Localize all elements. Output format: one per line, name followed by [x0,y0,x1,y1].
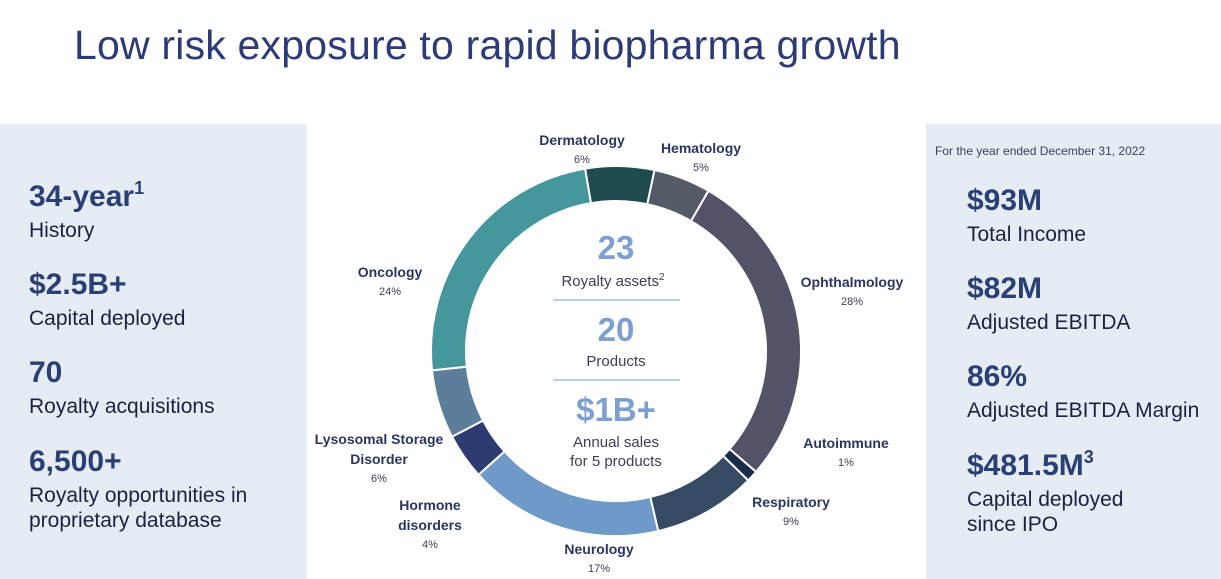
slice-percent-label: 6% [371,473,387,485]
slice-label: Hormone [399,497,461,513]
slice-label: Autoimmune [803,435,889,451]
right-stat-caption-line: Capital deployed [967,488,1124,511]
slice-label: Hematology [661,140,741,156]
center-metrics: 23 Royalty assets2 20 Products $1B+ Annu… [553,229,680,470]
slice-label: disorders [398,517,462,533]
period-note: For the year ended December 31, 2022 [935,144,1146,158]
slice-label: Oncology [358,264,423,280]
slice-ophthalmology [689,189,802,474]
center-metric-3-label-line-1: Annual sales [573,434,659,451]
slice-respiratory [649,454,750,533]
left-stats-panel [0,124,307,579]
left-stat-caption-line: Capital deployed [29,307,186,330]
footnote-marker: 3 [1083,447,1094,467]
slice-percent-label: 28% [841,296,863,308]
right-stat-caption: Adjusted EBITDA [967,310,1130,335]
right-stat-caption-line: since IPO [967,513,1059,536]
slice-label: Neurology [564,541,633,557]
left-stat-caption: Royalty acquisitions [29,394,215,419]
left-stat-caption: History [29,218,94,243]
right-stat-caption: Capital deployed since IPO [967,487,1123,537]
left-stat-value: 70 [29,356,63,389]
slice-percent-label: 5% [693,162,709,174]
center-metric-3-label-line-2: for 5 products [570,453,662,470]
right-stat-caption: Adjusted EBITDA Margin [967,398,1199,423]
slice-percent-label: 1% [838,457,854,469]
left-stat-caption: Capital deployed [29,306,185,331]
right-stat-value: $481.5M3 [967,447,1094,482]
center-metric-1-label-text: Royalty assets [561,273,659,290]
center-metric-1-label: Royalty assets2 [561,272,665,290]
left-stat-value: $2.5B+ [29,268,127,301]
slice-label: Dermatology [539,132,625,148]
right-stat-caption: Total Income [967,222,1086,247]
footnote-marker: 1 [134,178,145,198]
slice-label: Disorder [350,451,408,467]
left-stat-value: 6,500+ [29,445,122,478]
right-stats-panel [926,124,1221,579]
right-stat-value: $93M [967,184,1043,217]
right-stat-value: 86% [967,360,1028,393]
slice-dermatology [583,165,656,206]
center-metric-2-label: Products [586,353,645,370]
left-stat-caption: Royalty opportunities in proprietary data… [29,483,247,533]
slice-percent-label: 9% [783,516,799,528]
right-stat-value: $82M [967,272,1043,305]
donut-slices [430,165,802,537]
center-metric-1-footnote: 2 [659,272,665,283]
left-stat-caption-line: Royalty opportunities in [29,484,248,507]
slice-label: Ophthalmology [801,274,904,290]
slice-label: Respiratory [752,494,830,510]
left-stat-caption-line: Royalty acquisitions [29,395,215,418]
slice-label: Lysosomal Storage [315,431,444,447]
slice-labels: Hematology 5% Ophthalmology 28% Autoimmune 1%… [315,132,904,575]
left-stat-value: 34-year1 [29,178,145,213]
slice-percent-label: 17% [588,563,610,575]
right-stat-caption-line: Adjusted EBITDA [967,311,1131,334]
right-stat-caption-line: Total Income [967,223,1087,246]
center-metric-2-value: 20 [598,311,635,348]
center-metric-1-value: 23 [598,229,635,266]
center-metric-3-value: $1B+ [576,391,656,428]
slice-percent-label: 6% [574,154,590,166]
right-stat-caption-line: Adjusted EBITDA Margin [967,399,1200,422]
left-stat-caption-line: proprietary database [29,509,222,532]
page-title: Low risk exposure to rapid biopharma gro… [74,22,901,68]
left-stat-caption-line: History [29,219,95,242]
slice-percent-label: 24% [379,286,401,298]
slice-oncology [430,167,593,372]
slice-percent-label: 4% [422,539,438,551]
